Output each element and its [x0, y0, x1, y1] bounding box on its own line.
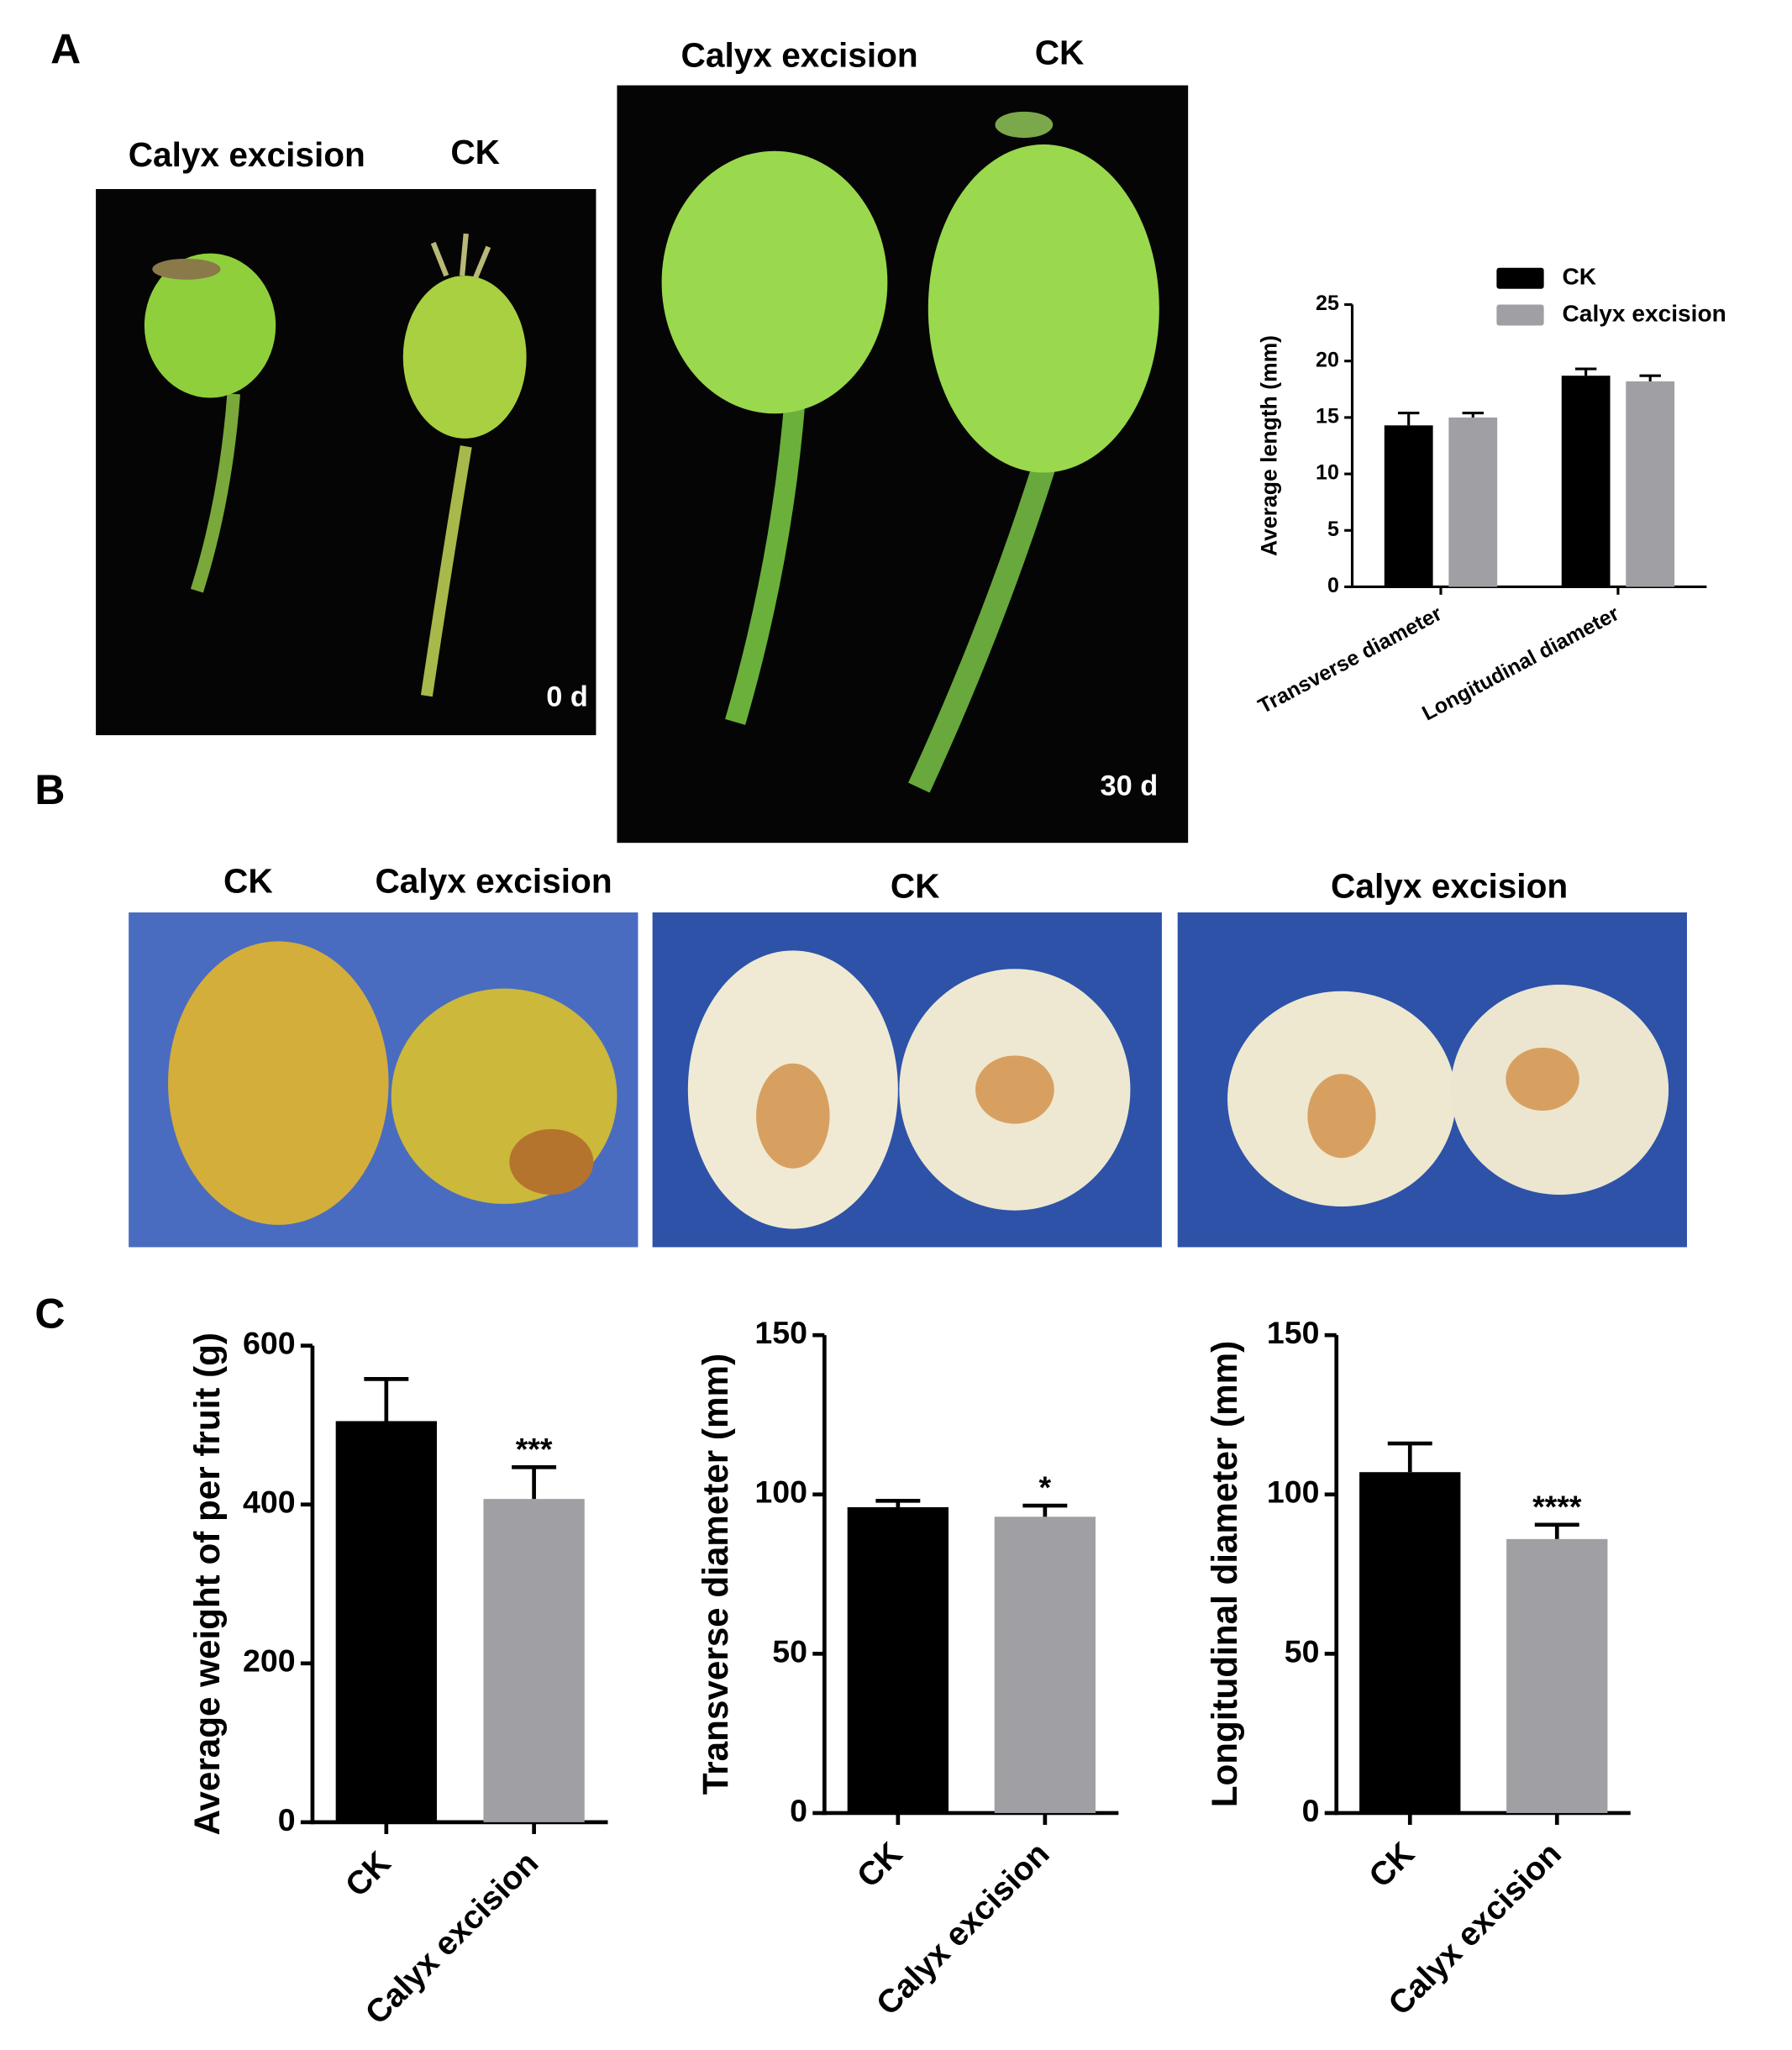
y-tick-label: 100 [1267, 1474, 1320, 1510]
significance: * [1039, 1469, 1052, 1505]
fruit [1227, 984, 1669, 1207]
y-tick-label: 5 [1327, 518, 1339, 541]
photo-caption: Calyx excision [375, 861, 612, 900]
y-tick-label: 50 [1285, 1633, 1320, 1669]
panel-label: C [34, 1290, 65, 1337]
legend-swatch [1496, 304, 1544, 326]
photo-caption: Calyx excision [129, 135, 365, 174]
y-tick-label: 400 [243, 1485, 296, 1520]
y-tick-label: 0 [278, 1802, 296, 1837]
x-tick-label: CK [339, 1845, 397, 1904]
day-label: 30 d [1100, 770, 1158, 802]
photo-caption: CK [450, 133, 500, 171]
x-tick-label: Longitudinal diameter [1418, 602, 1623, 725]
y-tick-label: 150 [1267, 1315, 1320, 1350]
panel-label: B [34, 766, 65, 813]
bar [1506, 1538, 1608, 1813]
bar [483, 1499, 585, 1822]
fruit [661, 111, 1159, 793]
photo-caption: Calyx excision [1331, 867, 1568, 906]
photo-caption: CK [1035, 33, 1085, 71]
fruit [687, 950, 1131, 1229]
bar [1384, 425, 1433, 587]
x-tick-label: CK [1363, 1836, 1422, 1895]
legend-label: CK [1563, 264, 1597, 290]
y-tick-label: 10 [1316, 461, 1339, 485]
bar [335, 1421, 437, 1822]
y-axis-title: Average length (mm) [1257, 335, 1282, 556]
y-tick-label: 0 [790, 1793, 807, 1828]
x-tick-label: Transverse diameter [1254, 602, 1446, 718]
y-tick-label: 200 [243, 1643, 296, 1679]
fruit [168, 941, 617, 1225]
y-tick-label: 100 [754, 1474, 807, 1510]
y-tick-label: 15 [1316, 405, 1339, 428]
y-tick-label: 600 [243, 1326, 296, 1361]
y-tick-label: 50 [772, 1633, 807, 1669]
significance: *** [516, 1431, 553, 1466]
day-label: 0 d [546, 681, 588, 712]
y-tick-label: 150 [754, 1315, 807, 1350]
bar [1359, 1472, 1461, 1813]
x-tick-label: CK [850, 1836, 909, 1895]
bar [1448, 417, 1498, 587]
y-tick-label: 0 [1327, 574, 1339, 597]
bar [1561, 376, 1611, 587]
bar [1626, 381, 1675, 587]
bar [994, 1516, 1096, 1813]
photo-caption: Calyx excision [681, 35, 918, 74]
y-tick-label: 20 [1316, 348, 1339, 371]
legend-label: Calyx excision [1563, 300, 1726, 326]
y-axis-title: Average weight of per fruit (g) [187, 1332, 227, 1835]
legend-swatch [1496, 267, 1544, 289]
significance: **** [1532, 1489, 1582, 1524]
y-tick-label: 0 [1302, 1793, 1320, 1828]
bar [847, 1506, 949, 1813]
photo-caption: CK [223, 861, 273, 900]
y-axis-title: Transverse diameter (mm) [696, 1354, 735, 1795]
y-axis-title: Longitudinal diameter (mm) [1205, 1341, 1244, 1807]
fruit [144, 233, 527, 697]
photo-caption: CK [891, 867, 940, 906]
y-tick-label: 25 [1316, 292, 1339, 315]
panel-label: A [50, 26, 81, 73]
